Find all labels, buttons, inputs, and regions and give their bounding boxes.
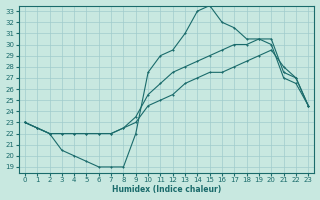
X-axis label: Humidex (Indice chaleur): Humidex (Indice chaleur)	[112, 185, 221, 194]
